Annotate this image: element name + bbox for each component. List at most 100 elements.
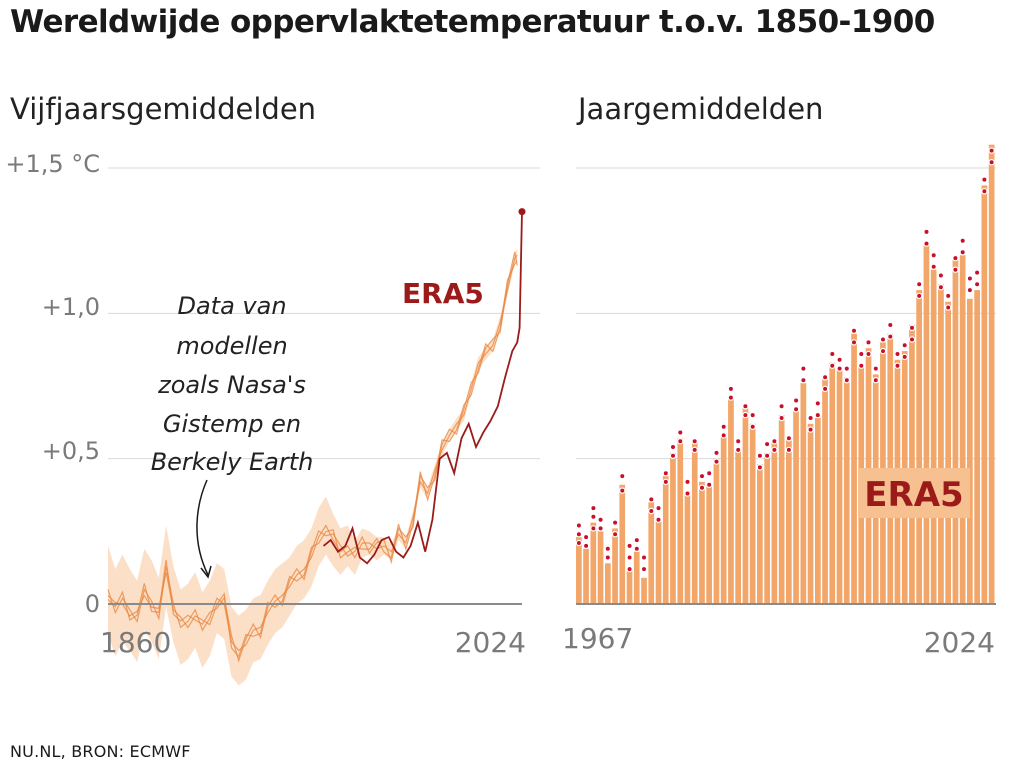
bar: [677, 438, 684, 604]
annotation-line: Berkely Earth: [151, 448, 314, 476]
model-point: [973, 281, 981, 288]
model-point: [821, 385, 829, 393]
model-point: [604, 545, 612, 553]
model-point: [981, 176, 988, 183]
bar: [959, 255, 966, 604]
model-point: [582, 542, 590, 550]
model-point: [843, 377, 851, 384]
bar: [829, 362, 836, 604]
era5-endpoint: [518, 208, 526, 216]
era5-bar-label-background: [858, 468, 970, 518]
annotation-line: zoals Nasa's: [157, 371, 306, 399]
model-point: [735, 446, 742, 454]
right-panel-subtitle: Jaargemiddelden: [578, 92, 824, 126]
model-point: [800, 377, 807, 384]
bar: [619, 484, 626, 604]
model-point: [662, 478, 670, 486]
model-point: [633, 536, 641, 544]
model-point: [778, 403, 785, 410]
model-point: [966, 275, 974, 282]
y-tick-label: +1,5 °C: [5, 150, 100, 178]
bar: [590, 522, 597, 604]
model-point: [887, 333, 894, 340]
model-point: [771, 446, 778, 454]
model-point: [575, 522, 583, 529]
model-point: [836, 365, 843, 372]
left-panel-subtitle: Vijfjaarsgemiddelden: [10, 92, 317, 126]
model-point: [691, 446, 698, 454]
model-point: [713, 458, 720, 465]
model-point: [648, 507, 655, 515]
model-point: [945, 292, 952, 300]
x-tick-label: 2024: [924, 626, 995, 659]
model-point: [619, 487, 626, 494]
bar: [670, 452, 676, 604]
model-point: [908, 336, 916, 343]
model-point: [814, 411, 822, 419]
model-point: [850, 339, 858, 346]
bar: [778, 415, 785, 604]
model-point: [756, 464, 764, 471]
model-point: [706, 470, 713, 477]
bar: [793, 409, 799, 604]
bar: [691, 441, 698, 604]
model-point: [698, 472, 706, 480]
annotation-line: Data van: [177, 292, 286, 320]
bar: [662, 476, 669, 604]
model-point: [858, 350, 865, 358]
bar: [815, 418, 821, 604]
model-point: [575, 539, 583, 547]
model-point: [590, 525, 597, 532]
bar: [967, 298, 973, 604]
era5-bar-label: ERA5: [864, 475, 963, 515]
bar: [633, 551, 640, 604]
bar: [952, 258, 959, 604]
model-point: [894, 350, 901, 358]
model-point: [720, 423, 727, 430]
model-point: [684, 478, 691, 486]
model-point: [590, 513, 597, 521]
model-point: [626, 554, 633, 561]
model-point: [981, 188, 988, 195]
model-point: [792, 406, 800, 413]
model-point: [669, 452, 677, 459]
model-point: [713, 449, 720, 457]
y-tick-label: 0: [85, 590, 100, 618]
model-point: [756, 452, 764, 459]
model-point: [952, 266, 959, 273]
y-tick-label: +1,0: [42, 293, 100, 321]
model-point: [829, 362, 836, 369]
model-point: [785, 446, 793, 454]
bar: [923, 243, 930, 604]
bar: [648, 502, 655, 604]
model-point: [843, 365, 851, 372]
bar: [728, 397, 734, 604]
bar: [597, 531, 604, 604]
y-tick-label: +0,5: [42, 437, 100, 465]
bar: [576, 537, 582, 604]
model-point: [655, 516, 662, 523]
model-point: [706, 481, 713, 488]
model-point: [937, 284, 945, 291]
model-point: [735, 438, 742, 445]
model-point: [908, 324, 916, 332]
annotation-line: Gistemp en: [163, 410, 301, 438]
model-point: [575, 531, 583, 538]
bar: [836, 368, 843, 604]
model-point: [590, 504, 597, 512]
chart-title: Wereldwijde oppervlaktetemperatuur t.o.v…: [10, 4, 935, 40]
model-point: [727, 394, 735, 401]
model-point: [720, 432, 727, 439]
model-point: [619, 472, 626, 480]
model-point: [879, 347, 887, 355]
model-point: [742, 403, 749, 410]
model-point: [611, 519, 619, 526]
x-tick-label: 1967: [562, 622, 633, 655]
bar: [771, 441, 778, 604]
model-point: [742, 411, 749, 419]
model-point: [901, 353, 908, 361]
bar: [749, 423, 756, 604]
model-point: [821, 374, 829, 381]
bar: [757, 464, 763, 604]
right-plot-area: [575, 144, 996, 605]
